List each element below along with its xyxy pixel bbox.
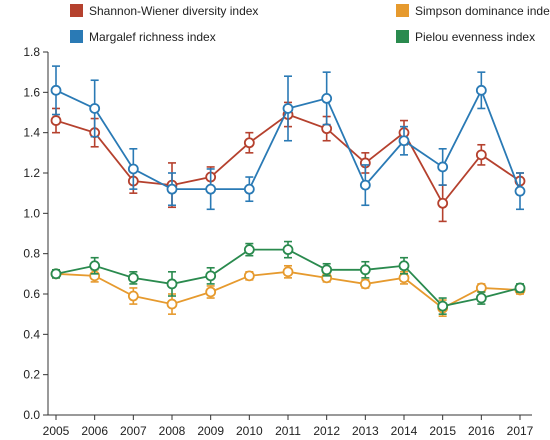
data-point (205, 183, 217, 195)
y-tick-label: 0.6 (23, 287, 40, 301)
data-point (321, 264, 333, 276)
data-point (243, 270, 255, 282)
x-tick-label: 2014 (391, 424, 418, 438)
axes: 0.0 0.2 0.4 0.6 0.8 1.0 1.2 1.4 1.6 1.8 2005 2006 20… (23, 45, 533, 438)
data-point (398, 260, 410, 272)
x-tick-label: 2010 (236, 424, 263, 438)
x-tick-label: 2005 (43, 424, 70, 438)
x-tick-label: 2007 (120, 424, 147, 438)
legend-swatch (396, 4, 409, 17)
data-point (89, 260, 101, 272)
data-point (359, 179, 371, 191)
data-point (321, 92, 333, 104)
x-tick-label: 2016 (468, 424, 495, 438)
data-point (282, 103, 294, 114)
x-tick-label: 2012 (313, 424, 340, 438)
legend: Shannon-Wiener diversity index Margalef r… (70, 4, 550, 44)
x-tick-label: 2011 (275, 424, 301, 438)
data-point (321, 123, 333, 135)
y-tick-label: 0.4 (23, 327, 40, 341)
data-point (50, 268, 62, 280)
series-2 (50, 65, 526, 211)
x-tick-label: 2015 (429, 424, 456, 438)
data-point (514, 185, 526, 197)
data-point (127, 290, 139, 302)
data-point (50, 115, 62, 126)
data-point (437, 161, 449, 173)
legend-label: Pielou evenness index (415, 30, 535, 44)
data-point (475, 149, 487, 161)
data-point (127, 163, 139, 175)
legend-swatch (70, 30, 83, 43)
data-point (398, 272, 410, 284)
x-tick-label: 2006 (81, 424, 108, 438)
y-tick-label: 0.2 (23, 368, 40, 382)
data-point (243, 244, 255, 256)
data-point (282, 244, 294, 256)
x-tick-label: 2008 (159, 424, 186, 438)
y-tick-label: 0.8 (23, 247, 40, 261)
data-point (89, 103, 101, 114)
data-point (359, 264, 371, 276)
y-tick-label: 1.2 (23, 166, 40, 180)
series-3 (50, 264, 526, 317)
data-point (359, 278, 371, 290)
series-layer (50, 65, 526, 317)
legend-label: Simpson dominance index (415, 4, 550, 18)
data-point (475, 292, 487, 304)
data-point (398, 135, 410, 147)
y-tick-label: 1.6 (23, 85, 40, 99)
data-point (243, 183, 255, 195)
legend-swatch (70, 4, 83, 17)
x-tick-label: 2013 (352, 424, 379, 438)
data-point (166, 278, 178, 290)
legend-swatch (396, 30, 409, 43)
y-tick-label: 1.4 (23, 126, 40, 140)
x-tick-label: 2009 (197, 424, 224, 438)
legend-label: Shannon-Wiener diversity index (89, 4, 258, 18)
data-point (243, 137, 255, 149)
data-point (282, 266, 294, 278)
y-tick-label: 1.0 (23, 206, 40, 220)
data-point (205, 270, 217, 282)
data-point (50, 84, 62, 96)
data-point (166, 183, 178, 195)
data-point (514, 282, 526, 294)
data-point (166, 298, 178, 310)
series-4 (50, 240, 526, 315)
y-tick-label: 1.8 (23, 45, 40, 59)
x-tick-label: 2017 (507, 424, 534, 438)
legend-label: Margalef richness index (89, 30, 216, 44)
data-point (437, 300, 449, 312)
data-point (437, 197, 449, 209)
data-point (127, 272, 139, 284)
data-point (475, 84, 487, 96)
data-point (475, 282, 487, 294)
data-point (205, 286, 217, 298)
y-tick-label: 0.0 (23, 408, 40, 422)
